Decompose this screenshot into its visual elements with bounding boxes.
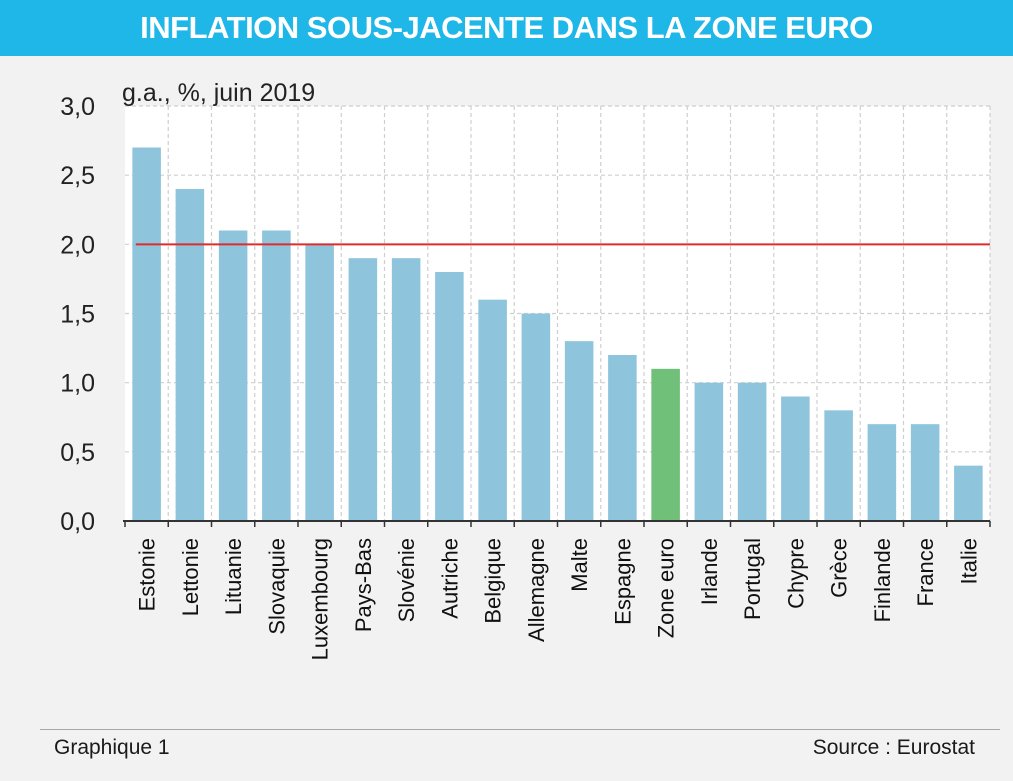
x-tick-label: Autriche (437, 538, 462, 619)
x-tick-label: Portugal (740, 538, 765, 620)
chart-title: INFLATION SOUS-JACENTE DANS LA ZONE EURO (140, 10, 873, 45)
bar (175, 189, 205, 521)
title-banner: INFLATION SOUS-JACENTE DANS LA ZONE EURO (0, 0, 1013, 56)
y-tick-label: 1,5 (60, 301, 95, 329)
bar (521, 313, 551, 521)
bar (781, 396, 810, 521)
x-tick-label: Grèce (827, 538, 852, 598)
y-tick-label: 0,0 (60, 508, 95, 536)
x-tick-label: Slovaquie (264, 538, 289, 635)
bar (218, 230, 248, 521)
x-tick-label: Malte (567, 538, 592, 592)
x-tick-label: Lettonie (178, 538, 203, 616)
bar (608, 355, 637, 521)
y-tick-label: 2,5 (60, 162, 95, 190)
bar (391, 258, 421, 521)
x-tick-label: Estonie (135, 538, 160, 611)
x-tick-label: Pays-Bas (351, 538, 376, 632)
x-tick-label: Luxembourg (308, 538, 333, 660)
chart-subtitle: g.a., %, juin 2019 (122, 79, 315, 107)
bar (867, 424, 897, 521)
x-tick-label: Italie (956, 538, 981, 584)
y-tick-label: 2,0 (60, 231, 95, 259)
x-tick-label: Finlande (870, 538, 895, 622)
bar (824, 410, 853, 521)
x-tick-label: Slovénie (394, 538, 419, 622)
x-tick-label: Espagne (610, 538, 635, 625)
x-tick-label: Belgique (481, 538, 506, 624)
bar (954, 465, 983, 521)
x-tick-label: Chypre (783, 538, 808, 609)
x-tick-label: Allemagne (524, 538, 549, 642)
y-tick-label: 1,0 (60, 370, 95, 398)
bar-chart: 0,0 0,5 1,0 1,5 2,0 2,5 3,0 Estonie Lettonie Litu… (60, 79, 991, 660)
bar (478, 299, 507, 521)
y-tick-label: 0,5 (60, 439, 95, 467)
bar (132, 147, 161, 521)
bar (435, 272, 464, 521)
x-tick-label: France (913, 538, 938, 606)
bar (737, 382, 767, 521)
bar (694, 382, 724, 521)
x-tick-label: Lituanie (221, 538, 246, 615)
bar (262, 230, 291, 521)
bar (348, 258, 378, 521)
bar (910, 424, 940, 521)
bar (305, 244, 334, 522)
x-tick-label: Zone euro (654, 538, 679, 638)
y-tick-label: 3,0 (60, 93, 95, 121)
x-tick-label: Irlande (697, 538, 722, 605)
footer-divider (40, 729, 1000, 730)
bar-zone-euro (651, 368, 680, 521)
bar (564, 341, 594, 521)
source-note: Source : Eurostat (812, 736, 975, 759)
figure-number: Graphique 1 (54, 736, 170, 759)
